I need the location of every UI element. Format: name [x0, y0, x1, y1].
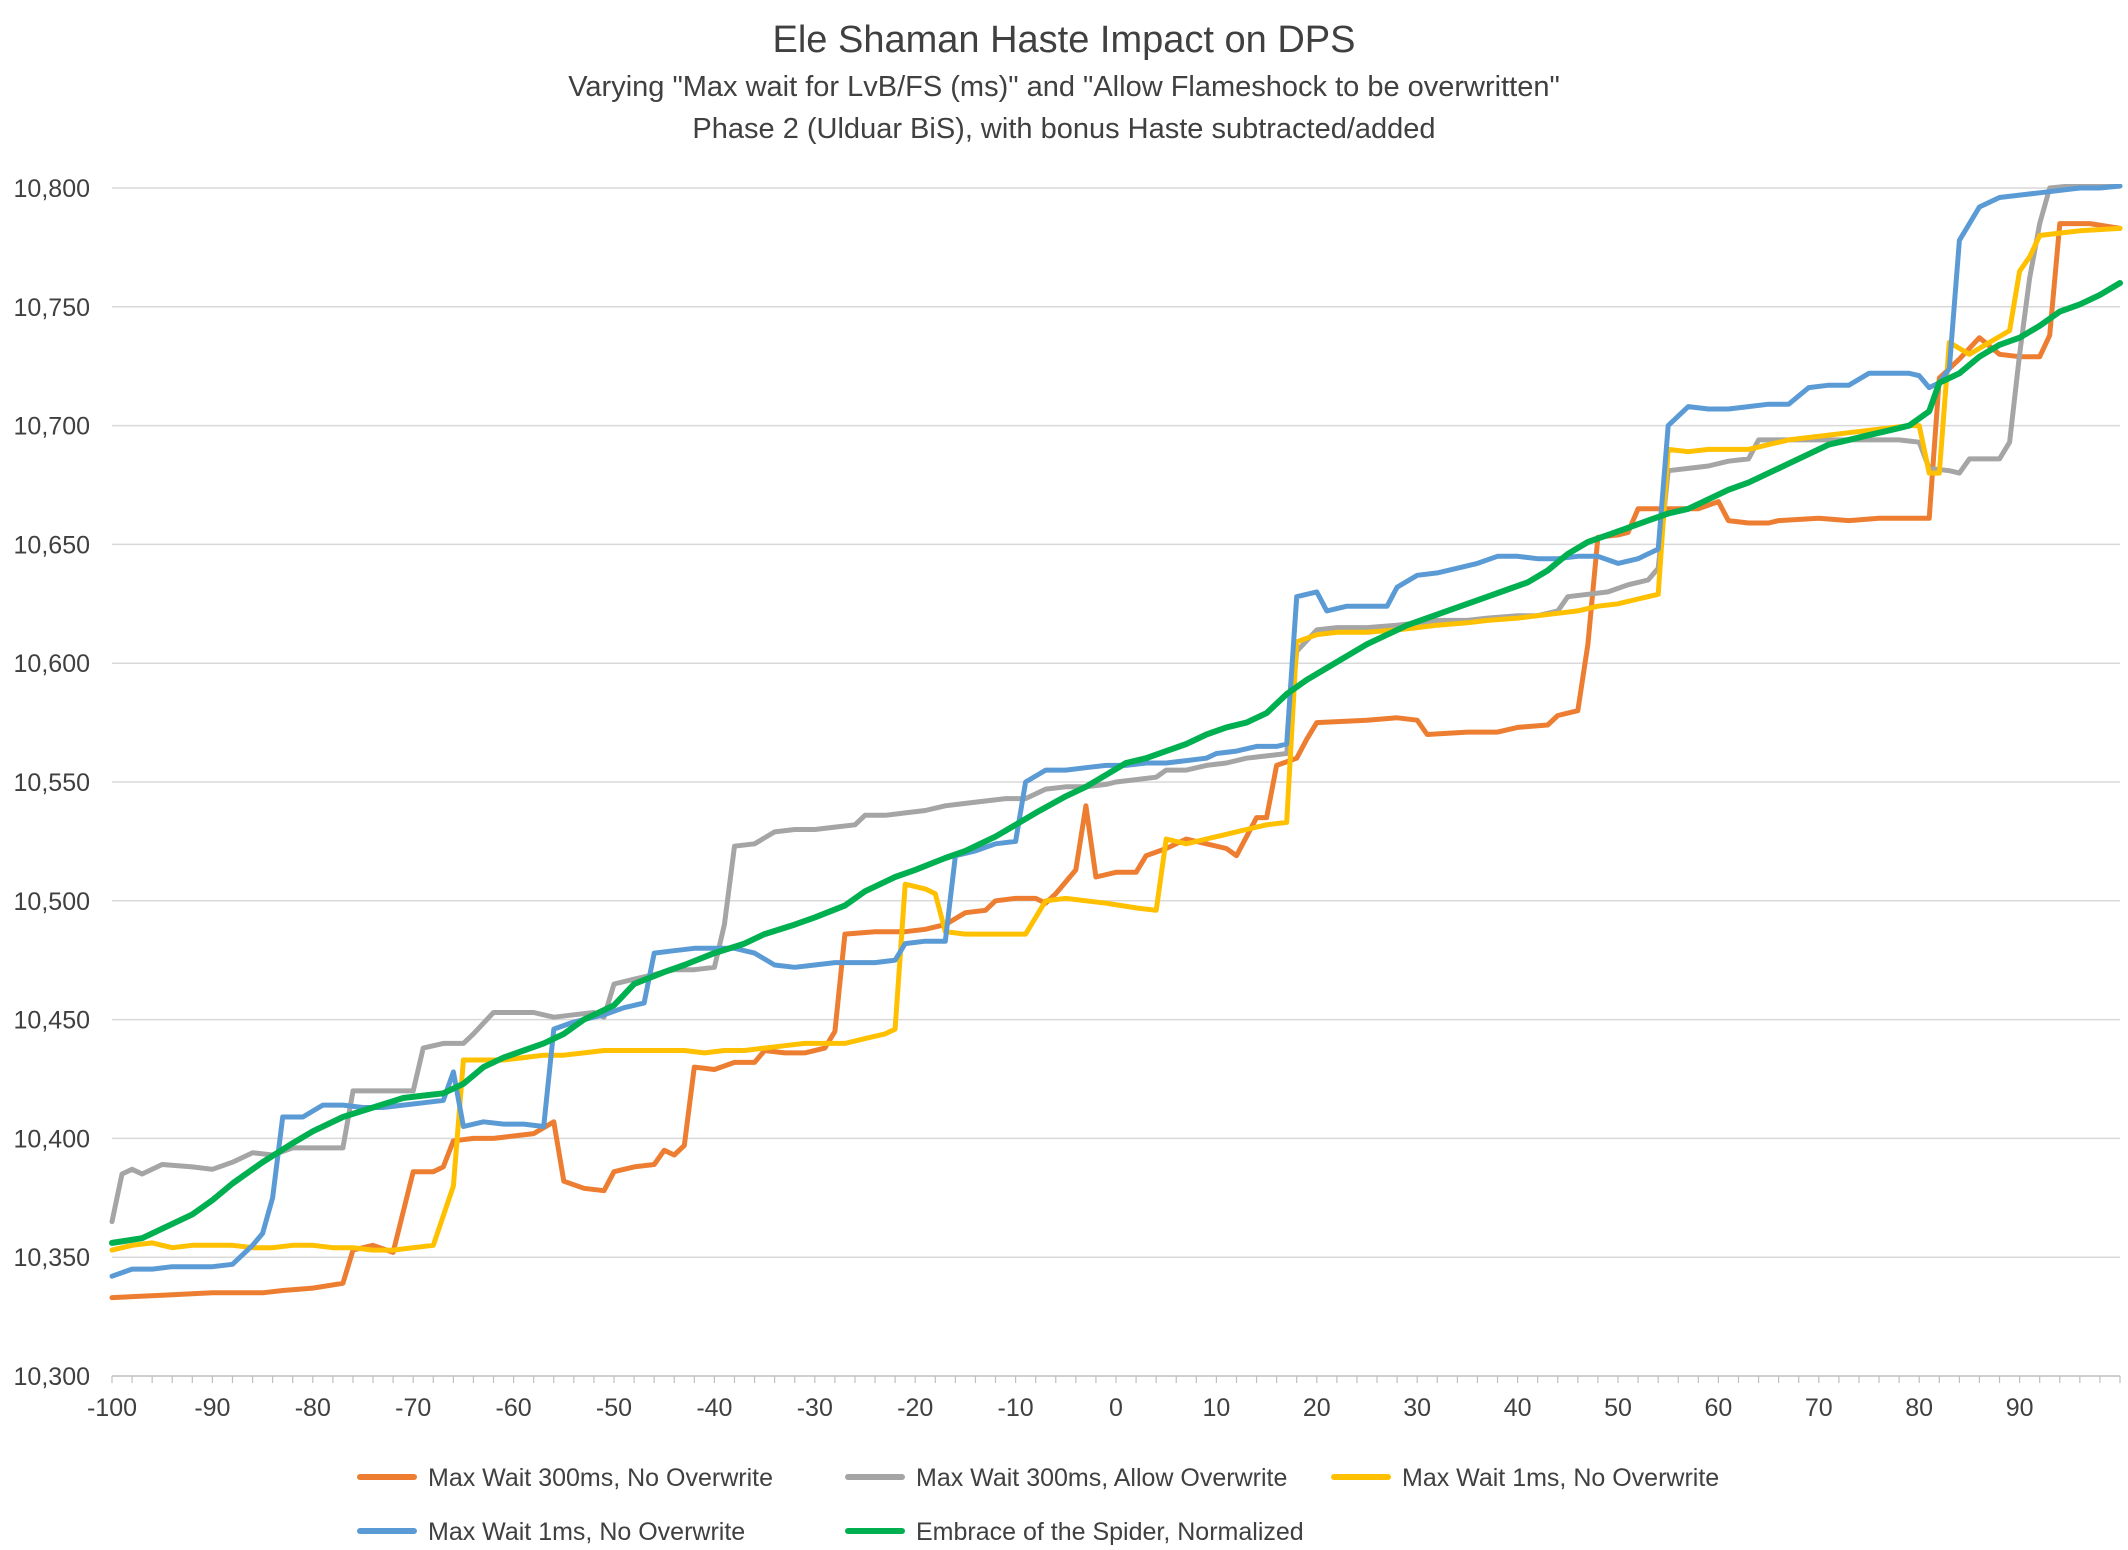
x-tick-label: -20	[897, 1394, 933, 1422]
x-tick-label: 90	[2006, 1394, 2034, 1422]
series-line-2	[109, 184, 2123, 1225]
y-tick-label: 10,650	[14, 531, 90, 559]
x-tick-label: 80	[1905, 1394, 1933, 1422]
series-line-5	[109, 280, 2123, 1246]
legend-label: Max Wait 1ms, No Overwrite	[1402, 1464, 1719, 1492]
chart-title: Ele Shaman Haste Impact on DPS	[773, 19, 1356, 61]
x-tick-label: -40	[696, 1394, 732, 1422]
x-tick-label: -70	[395, 1394, 431, 1422]
series-line-1	[109, 221, 2123, 1301]
chart-subtitle-2: Phase 2 (Ulduar BiS), with bonus Haste s…	[692, 113, 1435, 145]
y-tick-label: 10,700	[14, 413, 90, 441]
y-tick-label: 10,350	[14, 1244, 90, 1272]
x-tick-label: -80	[295, 1394, 331, 1422]
y-tick-label: 10,550	[14, 769, 90, 797]
legend-label: Max Wait 1ms, No Overwrite	[428, 1518, 745, 1546]
x-tick-label: -10	[998, 1394, 1034, 1422]
series-line-4	[109, 184, 2123, 1279]
x-tick-label: 0	[1109, 1394, 1123, 1422]
x-tick-label: -100	[87, 1394, 137, 1422]
y-tick-label: 10,450	[14, 1007, 90, 1035]
axes: 10,300 10,350 10,400 10,450 10,500 10,550 10,6…	[14, 175, 2121, 1422]
y-tick-label: 10,750	[14, 294, 90, 322]
x-tick-label: 20	[1303, 1394, 1331, 1422]
legend-label: Max Wait 300ms, Allow Overwrite	[916, 1464, 1287, 1492]
x-tick-label: 70	[1805, 1394, 1833, 1422]
legend: Max Wait 300ms, No Overwrite Max Wait 300…	[357, 1464, 1719, 1546]
x-tick-label: -30	[797, 1394, 833, 1422]
x-tick-label: -90	[194, 1394, 230, 1422]
y-tick-label: 10,800	[14, 175, 90, 203]
x-tick-label: 30	[1403, 1394, 1431, 1422]
x-tick-label: 10	[1202, 1394, 1230, 1422]
legend-label: Embrace of the Spider, Normalized	[916, 1518, 1304, 1546]
series-line-3	[109, 225, 2123, 1253]
series-lines	[109, 184, 2123, 1301]
x-tick-label: -50	[596, 1394, 632, 1422]
x-tick-label: 60	[1704, 1394, 1732, 1422]
x-tick-label: 50	[1604, 1394, 1632, 1422]
x-tick-label: -60	[496, 1394, 532, 1422]
y-tick-label: 10,400	[14, 1125, 90, 1153]
y-tick-label: 10,500	[14, 888, 90, 916]
x-tick-label: 40	[1504, 1394, 1532, 1422]
legend-label: Max Wait 300ms, No Overwrite	[428, 1464, 773, 1492]
y-tick-label: 10,600	[14, 650, 90, 678]
y-tick-label: 10,300	[14, 1363, 90, 1391]
chart-subtitle-1: Varying "Max wait for LvB/FS (ms)" and "…	[568, 71, 1560, 103]
